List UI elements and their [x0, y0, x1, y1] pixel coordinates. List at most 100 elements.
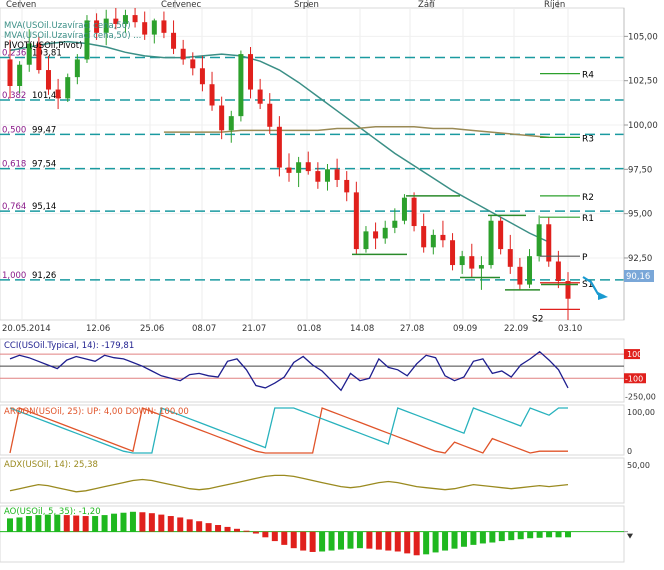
price-label: 92,50 — [628, 254, 652, 264]
candle-body — [36, 43, 42, 71]
fib-value: 91,26 — [32, 271, 56, 281]
ao-bar — [262, 531, 269, 538]
moving-averages — [9, 40, 550, 243]
candle-body — [122, 15, 128, 24]
cci-label-neg100: -100 — [625, 374, 643, 383]
ao-title: AO(USOil, 5, 35): -1,20 — [4, 507, 101, 517]
candle-body — [151, 20, 157, 35]
fib-ratio: 0,764 — [2, 202, 26, 212]
candle-body — [450, 240, 456, 266]
month-label: Srpen — [294, 0, 319, 10]
ao-bar — [215, 525, 222, 532]
candle-body — [257, 89, 263, 104]
candle-body — [401, 197, 407, 221]
ao-bar — [16, 517, 23, 532]
cci-title: CCI(USOil.Typical, 14): -179,81 — [4, 341, 134, 351]
candle-body — [527, 256, 533, 285]
candle-body — [546, 224, 552, 262]
ao-bar — [517, 531, 524, 540]
cci-line — [9, 350, 569, 392]
aroon-label-0: 0 — [627, 447, 632, 456]
candle-body — [392, 220, 398, 228]
candle-body — [161, 20, 167, 33]
ao-bar — [328, 531, 335, 551]
candle-body — [180, 48, 186, 60]
candle-body — [26, 43, 32, 65]
fib-value: 99,47 — [32, 125, 56, 135]
candle-body — [305, 162, 311, 172]
candle-body — [488, 220, 494, 266]
ao-panel — [0, 505, 625, 563]
date-label: 01.08 — [297, 324, 321, 334]
ao-bar — [73, 515, 80, 532]
date-label: 20.05.2014 — [2, 324, 51, 334]
cci-label-250: -250,00 — [625, 392, 656, 401]
ao-bar — [63, 515, 70, 532]
ao-bar — [565, 531, 571, 538]
pivot-label: S2 — [532, 314, 543, 324]
ao-bar — [281, 531, 288, 545]
candle-body — [344, 179, 350, 193]
candle-body — [55, 89, 61, 99]
candle-body — [324, 169, 330, 182]
candle-body — [84, 20, 90, 60]
ao-bar — [35, 515, 42, 532]
ao-bar — [101, 515, 108, 532]
legend-mva-short: MVA(USOil.Uzavírací cena,50) — [4, 21, 131, 31]
candle-body — [517, 266, 523, 285]
candle-body — [17, 64, 23, 86]
date-label: 03.10 — [558, 324, 582, 334]
candle-body — [469, 256, 475, 269]
candle-body — [565, 281, 571, 299]
candle-body — [113, 18, 119, 24]
candle-body — [296, 162, 302, 173]
ao-bar — [508, 531, 515, 541]
month-label: Říjen — [544, 0, 565, 10]
ao-bar — [82, 516, 89, 532]
fib-value: 95,14 — [32, 202, 56, 212]
candle-body — [199, 68, 205, 85]
adx-title: ADX(USOil, 14): 25,38 — [4, 460, 98, 470]
candle-body — [478, 265, 484, 269]
month-label: Červen — [6, 0, 36, 10]
ao-bar — [460, 531, 467, 547]
pivot-label: S1 — [582, 280, 593, 290]
price-label: 105,00 — [628, 32, 658, 42]
cci-panel — [0, 338, 625, 403]
ao-bar — [385, 531, 392, 551]
candle-body — [430, 234, 436, 248]
ao-bar — [375, 531, 382, 550]
ao-bar — [186, 519, 193, 532]
candle-body — [65, 77, 71, 99]
candle-body — [45, 70, 51, 90]
candle-body — [94, 20, 100, 33]
candle-body — [219, 105, 225, 131]
pivot-label: R3 — [582, 134, 594, 144]
candle-body — [440, 234, 446, 241]
candle-body — [459, 256, 465, 266]
adx-label-50: 50,00 — [627, 461, 650, 470]
legend-pivot: PIVOT(USOil,Pivot) — [4, 41, 82, 51]
date-label: 09.09 — [453, 324, 477, 334]
candlesticks[interactable] — [7, 8, 579, 320]
fib-ratio: 0,382 — [2, 91, 26, 101]
ao-bar — [338, 531, 345, 550]
candle-body — [536, 224, 542, 257]
ao-bar — [366, 531, 373, 549]
candle-body — [74, 59, 80, 78]
ao-bar — [555, 531, 562, 538]
candle-body — [103, 18, 109, 33]
ao-bar — [413, 531, 420, 556]
ao-bar — [205, 523, 212, 532]
ao-bar — [44, 514, 51, 532]
candle-body — [411, 197, 417, 227]
candle-body — [382, 227, 388, 239]
aroon-down-line — [9, 407, 568, 454]
month-label: Září — [418, 0, 436, 10]
pivot-label: P — [582, 253, 588, 263]
candle-body — [555, 261, 561, 281]
aroon-title: AROON(USOil, 25): UP: 4,00 DOWN: 100,00 — [4, 407, 189, 417]
candle-body — [248, 54, 254, 90]
